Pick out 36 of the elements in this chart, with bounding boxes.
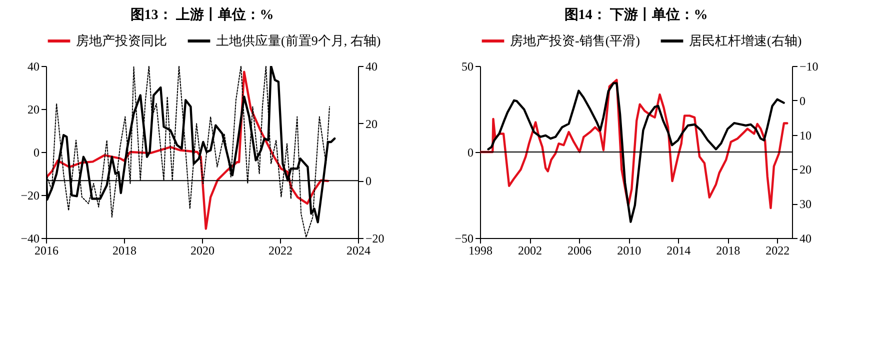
y2-tick-label: 40 [366, 60, 378, 74]
x-tick-label: 2022 [766, 244, 790, 258]
y-tick-label: 0 [34, 146, 40, 160]
y2-tick-label: 40 [800, 232, 812, 246]
y2-tick-label: 10 [800, 128, 812, 142]
y-tick-label: −50 [454, 232, 474, 246]
chart-title: 图14： 下游丨单位：% [564, 7, 708, 23]
y2-tick-label: −20 [366, 232, 384, 246]
x-tick-label: 2006 [568, 244, 592, 258]
y-tick-label: 50 [462, 60, 474, 74]
x-tick-label: 2002 [518, 244, 542, 258]
y2-tick-label: 20 [366, 116, 378, 131]
y-tick-label: −40 [20, 232, 40, 246]
x-tick-label: 1998 [468, 244, 492, 258]
y2-tick-label: 20 [800, 162, 812, 177]
legend-label: 房地产投资同比 [76, 33, 167, 48]
chart-title: 图13： 上游丨单位：% [130, 7, 274, 23]
legend-label: 房地产投资-销售(平滑) [510, 33, 640, 48]
x-tick-label: 2018 [716, 244, 740, 258]
y-tick-label: −20 [20, 188, 40, 202]
x-tick-label: 2014 [666, 244, 691, 258]
x-tick-label: 2010 [617, 244, 642, 258]
x-tick-label: 2020 [190, 244, 214, 258]
legend-label: 居民杠杆增速(右轴) [689, 33, 802, 48]
y2-tick-label: 0 [366, 174, 372, 188]
x-tick-label: 2018 [112, 244, 136, 258]
y-tick-label: 40 [28, 60, 40, 74]
y2-tick-label: 0 [800, 94, 806, 108]
y2-tick-label: −10 [800, 60, 818, 74]
y-tick-label: 20 [28, 102, 40, 116]
x-tick-label: 2024 [346, 244, 370, 258]
x-tick-label: 2016 [34, 244, 58, 258]
x-tick-label: 2022 [268, 244, 292, 258]
legend-label: 土地供应量(前置9个月, 右轴) [216, 33, 381, 48]
y2-tick-label: 30 [800, 197, 812, 212]
y-tick-label: 0 [468, 146, 474, 160]
